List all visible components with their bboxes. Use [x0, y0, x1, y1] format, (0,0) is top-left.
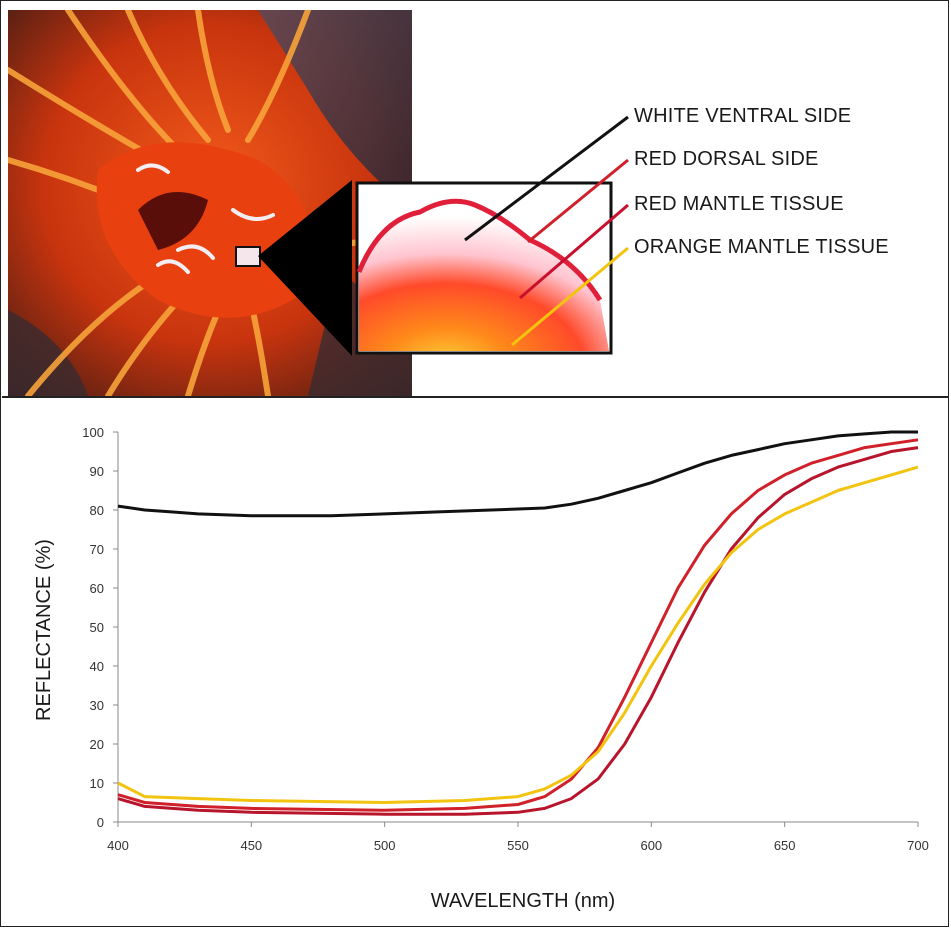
x-tick-label: 700: [907, 838, 929, 853]
y-tick-label: 90: [90, 464, 104, 479]
x-tick-label: 650: [774, 838, 796, 853]
zoom-inset-layer: [258, 115, 629, 356]
y-tick-label: 0: [97, 815, 104, 830]
y-tick-label: 80: [90, 503, 104, 518]
y-tick-label: 40: [90, 659, 104, 674]
series-line-red-mantle-tissue: [117, 446, 919, 816]
y-tick-label: 100: [82, 425, 104, 440]
leader-line-orange-mantle: [511, 246, 629, 347]
leader-line-red-mantle: [519, 203, 629, 300]
x-tick-label: 500: [374, 838, 396, 853]
leader-line-red-dorsal: [527, 158, 629, 244]
chart-series: [117, 430, 919, 816]
series-line-red-dorsal-side: [117, 438, 919, 812]
y-tick-label: 70: [90, 542, 104, 557]
x-tick-label: 550: [507, 838, 529, 853]
y-tick-label: 50: [90, 620, 104, 635]
y-tick-label: 60: [90, 581, 104, 596]
y-tick-label: 30: [90, 698, 104, 713]
x-tick-label: 450: [240, 838, 262, 853]
x-axis-title: WAVELENGTH (nm): [431, 890, 615, 912]
leader-line-white-ventral: [464, 115, 629, 242]
zoomed-mantle-inset: [355, 181, 613, 355]
y-tick-label: 20: [90, 737, 104, 752]
x-tick-label: 400: [107, 838, 129, 853]
y-axis-title: REFLECTANCE (%): [33, 539, 55, 721]
x-tick-label: 600: [640, 838, 662, 853]
chart-axes: 400 450 500 550 600 650 700 0 10 20 30 40 50 60 70 80 90…: [82, 425, 929, 853]
y-tick-label: 10: [90, 776, 104, 791]
series-line-orange-mantle-tissue: [117, 465, 919, 804]
series-line-white-ventral-side: [117, 430, 918, 518]
